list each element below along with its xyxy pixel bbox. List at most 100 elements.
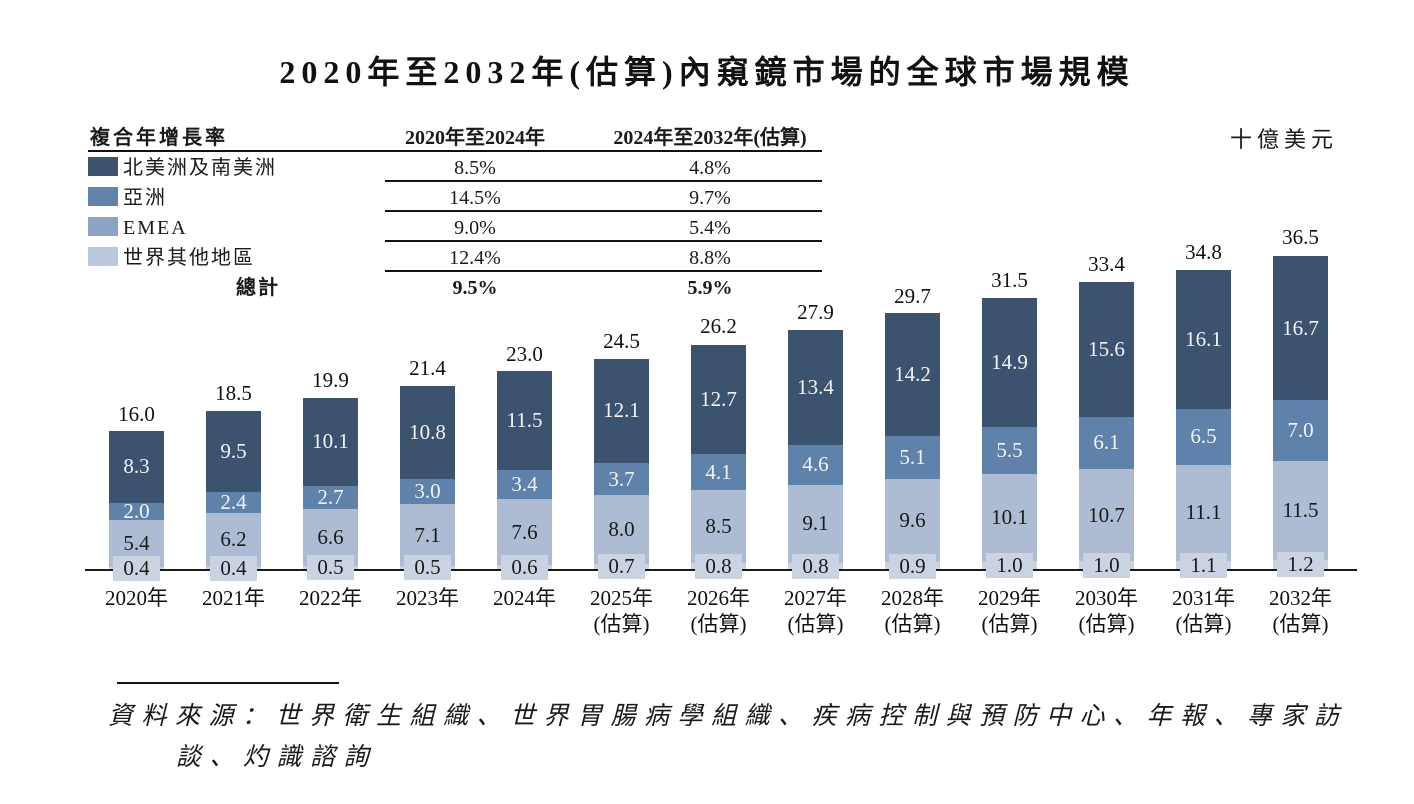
x-tick-estimate-note: (估算) xyxy=(981,612,1038,636)
bar-segment-americas xyxy=(206,410,261,493)
bar-segment-americas xyxy=(303,398,358,486)
bar-value-label-asia: 5.5 xyxy=(996,438,1023,463)
cagr-total-label: 總計 xyxy=(236,277,280,299)
bar-value-label-row: 0.4 xyxy=(210,555,257,581)
page-title: 2020年至2032年(估算)內窺鏡市場的全球市場規模 xyxy=(279,54,1135,91)
bar-segment-americas xyxy=(788,329,843,445)
bar-segment-asia xyxy=(109,502,164,520)
x-axis-tick-label: 2031年 (估算) xyxy=(1149,585,1259,637)
x-tick-year: 2032年 xyxy=(1269,586,1332,610)
x-tick-estimate-note: (估算) xyxy=(1175,612,1232,636)
x-tick-estimate-note: (估算) xyxy=(1078,612,1135,636)
bar-value-label-americas: 8.3 xyxy=(123,454,150,479)
x-tick-year: 2026年 xyxy=(687,586,750,610)
cagr-row-emea: EMEA 9.0% 5.4% xyxy=(0,213,1414,243)
cagr-row-separator xyxy=(385,180,822,182)
bar-value-label-americas: 10.8 xyxy=(409,419,446,444)
bar-value-label-emea: 9.1 xyxy=(802,511,829,536)
bar-total-label: 24.5 xyxy=(603,328,640,353)
cagr-value-2-emea: 5.4% xyxy=(689,217,731,239)
bar-segment-asia xyxy=(788,445,843,485)
bar-value-label-americas: 15.6 xyxy=(1088,336,1125,361)
bar-total-label: 19.9 xyxy=(312,368,349,393)
bar-value-label-americas: 16.1 xyxy=(1185,326,1222,351)
x-tick-year: 2030年 xyxy=(1075,586,1138,610)
bar-value-label-row: 0.5 xyxy=(307,555,354,581)
x-axis-tick-label: 2028年 (估算) xyxy=(858,585,968,637)
legend-swatch-asia xyxy=(88,187,118,206)
bar-value-label-emea: 8.5 xyxy=(705,513,732,538)
bar-segment-emea xyxy=(691,489,746,564)
bar-segment-asia xyxy=(982,426,1037,475)
x-axis-tick-label: 2021年 xyxy=(179,585,289,611)
bar-value-label-row: 0.6 xyxy=(501,554,548,580)
x-tick-year: 2029年 xyxy=(978,586,1041,610)
bar-value-label-emea: 6.6 xyxy=(317,524,344,549)
bar-total-label: 16.0 xyxy=(118,402,155,427)
bar-total-label: 23.0 xyxy=(506,341,543,366)
x-tick-estimate-note: (估算) xyxy=(593,612,650,636)
legend-swatch-emea xyxy=(88,217,118,236)
bar-total-label: 27.9 xyxy=(797,299,834,324)
bar-value-label-asia: 3.4 xyxy=(511,472,538,497)
legend-swatch-americas xyxy=(88,157,118,176)
bar-value-label-americas: 14.9 xyxy=(991,350,1028,375)
legend-swatch-row xyxy=(88,247,118,266)
bar-value-label-asia: 4.6 xyxy=(802,452,829,477)
x-axis-tick-label: 2027年 (估算) xyxy=(761,585,871,637)
cagr-value-1-emea: 9.0% xyxy=(454,217,496,239)
bar-value-label-americas: 16.7 xyxy=(1282,315,1319,340)
cagr-row-separator xyxy=(385,210,822,212)
bar-value-label-emea: 10.1 xyxy=(991,505,1028,530)
cagr-header-rule xyxy=(88,150,822,152)
bar-value-label-americas: 12.7 xyxy=(700,387,737,412)
cagr-value-1-asia: 14.5% xyxy=(449,187,501,209)
cagr-col-header-2: 2024年至2032年(估算) xyxy=(613,127,807,149)
legend-label-asia: 亞洲 xyxy=(123,187,167,209)
x-tick-estimate-note: (估算) xyxy=(1272,612,1329,636)
bar-value-label-emea: 11.5 xyxy=(1282,497,1319,522)
bar-segment-asia xyxy=(594,463,649,495)
x-axis-tick-label: 2026年 (估算) xyxy=(664,585,774,637)
bar-value-label-row: 0.5 xyxy=(404,555,451,581)
bar-value-label-americas: 11.5 xyxy=(506,407,543,432)
unit-label: 十億美元 xyxy=(1230,127,1339,152)
bar-value-label-emea: 11.1 xyxy=(1185,500,1222,525)
bar-value-label-row: 0.7 xyxy=(598,554,645,580)
bar-total-label: 18.5 xyxy=(215,380,252,405)
x-tick-year: 2027年 xyxy=(784,586,847,610)
bar-total-label: 33.4 xyxy=(1088,252,1125,277)
bar-value-label-row: 1.0 xyxy=(1083,553,1130,579)
bar-value-label-row: 1.0 xyxy=(986,553,1033,579)
cagr-value-1-americas: 8.5% xyxy=(454,157,496,179)
bar-segment-emea xyxy=(497,499,552,565)
cagr-row-americas: 北美洲及南美洲 8.5% 4.8% xyxy=(0,153,1414,183)
bar-segment-asia xyxy=(206,492,261,514)
bar-segment-americas xyxy=(1079,282,1134,417)
cagr-col-header-1: 2020年至2024年 xyxy=(405,127,545,149)
bar-value-label-row: 0.4 xyxy=(113,555,160,581)
bar-value-label-emea: 10.7 xyxy=(1088,502,1125,527)
cagr-value-2-row: 8.8% xyxy=(689,247,731,269)
x-tick-year: 2022年 xyxy=(299,586,362,610)
x-tick-year: 2031年 xyxy=(1172,586,1235,610)
bar-total-label: 31.5 xyxy=(991,268,1028,293)
x-tick-year: 2021年 xyxy=(202,586,265,610)
bar-segment-asia xyxy=(691,454,746,490)
bar-value-label-asia: 6.5 xyxy=(1190,424,1217,449)
bar-value-label-emea: 5.4 xyxy=(123,530,150,555)
bar-value-label-emea: 9.6 xyxy=(899,508,926,533)
bar-total-label: 36.5 xyxy=(1282,225,1319,250)
bar-value-label-americas: 12.1 xyxy=(603,398,640,423)
bar-value-label-asia: 2.4 xyxy=(220,490,247,515)
x-tick-estimate-note: (估算) xyxy=(787,612,844,636)
x-axis-tick-label: 2023年 xyxy=(373,585,483,611)
bar-total-label: 26.2 xyxy=(700,314,737,339)
bar-value-label-asia: 4.1 xyxy=(705,459,732,484)
cagr-row-separator xyxy=(385,240,822,242)
x-axis-tick-label: 2022年 xyxy=(276,585,386,611)
bar-segment-emea xyxy=(1176,464,1231,561)
bar-value-label-emea: 6.2 xyxy=(220,527,247,552)
legend-label-row: 世界其他地區 xyxy=(123,247,255,269)
